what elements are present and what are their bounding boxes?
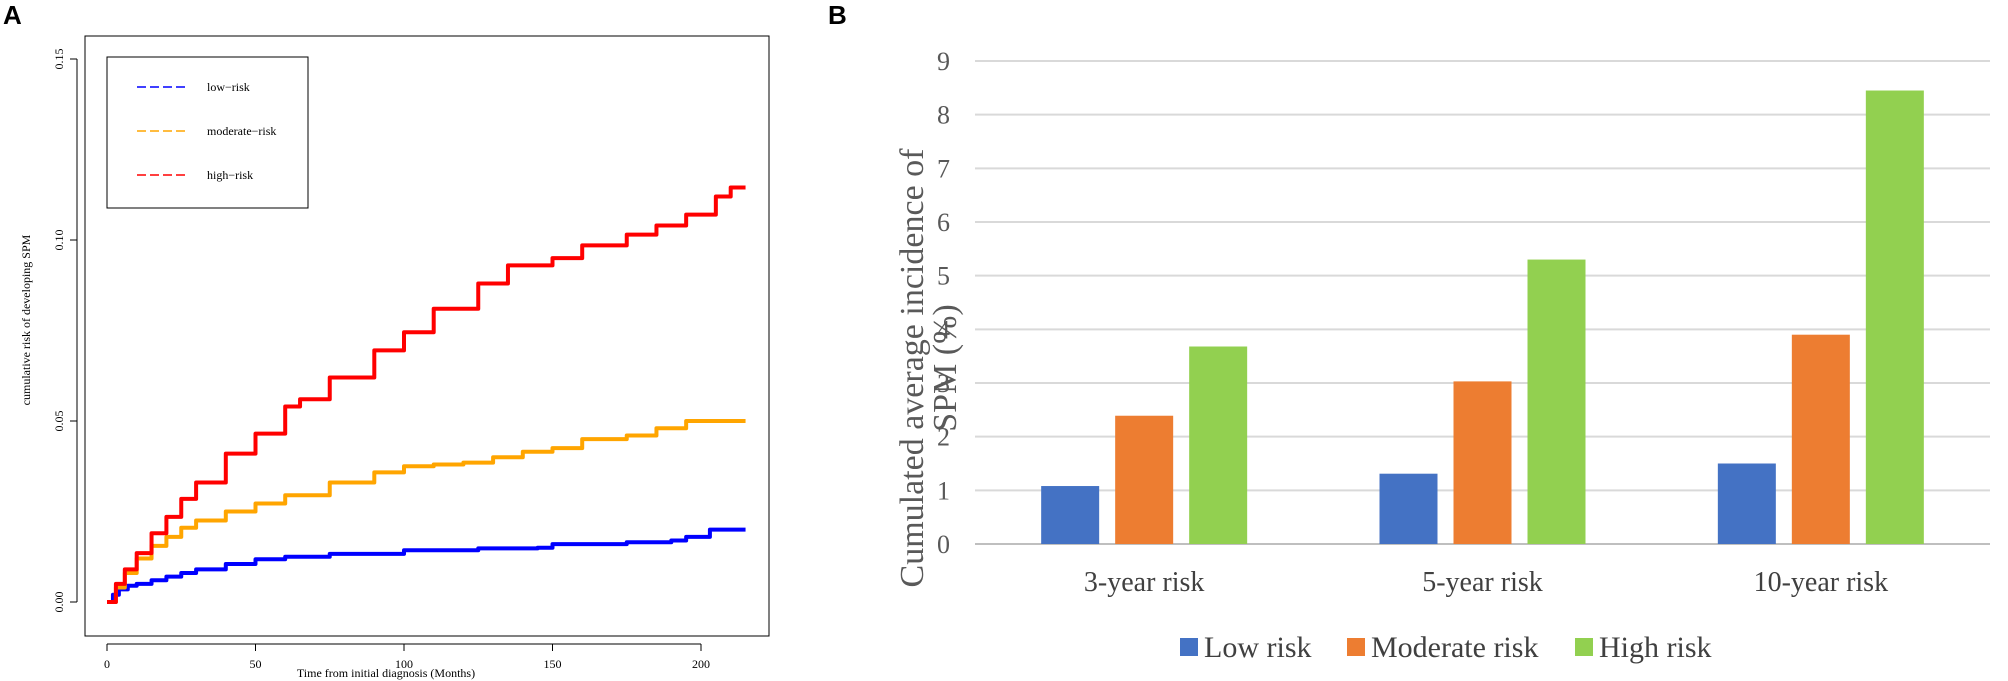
legend-b-swatch: [1347, 638, 1365, 656]
bar-moderate-risk: [1791, 334, 1850, 544]
panel-b-letter: B: [828, 0, 847, 30]
legend-a-label: moderate−risk: [207, 124, 276, 138]
x-tick-label-a: 150: [544, 657, 562, 671]
bar-low-risk: [1379, 473, 1438, 544]
y-tick-label-a: 0.05: [52, 411, 66, 432]
y-tick-label-b: 7: [937, 154, 950, 183]
y-tick-label-a: 0.10: [52, 230, 66, 251]
y-axis-label-b-line1: Cumulated average incidence of: [894, 148, 931, 588]
bar-high-risk: [1527, 259, 1586, 544]
legend-b-label: Low risk: [1204, 631, 1312, 664]
series-line-low-risk: [107, 527, 746, 604]
category-label-b: 10-year risk: [1754, 567, 1889, 598]
x-axis-b: 3-year risk 5-year risk 10-year risk: [1084, 567, 1888, 598]
panel-a-letter: A: [3, 0, 22, 30]
x-tick-label-a: 50: [250, 657, 262, 671]
series-line-moderate-risk: [107, 419, 746, 604]
bar-high-risk: [1865, 90, 1924, 545]
y-axis-b: 0 1 2 3 4 5 6 7 8 9: [937, 47, 950, 559]
y-axis-a: 0.00 0.05 0.10 0.15: [52, 49, 78, 613]
y-tick-label-b: 1: [937, 476, 950, 505]
y-tick-label-b: 3: [937, 369, 950, 398]
x-tick-label-a: 200: [692, 657, 710, 671]
x-axis-a: 0 50 100 150 200: [104, 643, 710, 671]
y-axis-label-a: cumulative risk of developing SPM: [19, 234, 33, 405]
y-tick-label-a: 0.00: [52, 592, 66, 613]
y-tick-label-b: 4: [937, 315, 950, 344]
legend-a: low−risk moderate−risk high−risk: [106, 56, 309, 209]
y-tick-label-a: 0.15: [52, 49, 66, 70]
series-group-a: [107, 185, 746, 604]
legend-b-label: Moderate risk: [1371, 631, 1538, 664]
x-axis-label-a: Time from initial diagnosis (Months): [297, 666, 475, 680]
legend-a-label: high−risk: [207, 168, 253, 182]
category-label-b: 3-year risk: [1084, 567, 1205, 598]
legend-b-swatch: [1180, 638, 1198, 656]
x-tick-label-a: 0: [104, 657, 110, 671]
bar-moderate-risk: [1115, 415, 1174, 544]
y-tick-label-b: 0: [937, 530, 950, 559]
series-line-high-risk: [107, 185, 746, 604]
legend-a-label: low−risk: [207, 80, 250, 94]
legend-a-box: [106, 56, 309, 209]
legend-b: Low risk Moderate risk High risk: [1180, 631, 1712, 664]
bar-moderate-risk: [1453, 381, 1512, 544]
panel-a-line-chart: 0 50 100 150 200 0.00 0.05 0.10 0.15 Time from …: [19, 35, 770, 680]
bar-low-risk: [1717, 463, 1776, 544]
y-tick-label-b: 5: [937, 262, 950, 291]
panel-b-bar-chart: 0 1 2 3 4 5 6 7 8 9 3-year risk 5-year risk 10-year…: [894, 47, 1990, 664]
legend-b-label: High risk: [1599, 631, 1712, 664]
y-tick-label-b: 9: [937, 47, 950, 76]
bar-low-risk: [1041, 486, 1100, 544]
category-label-b: 5-year risk: [1422, 567, 1543, 598]
legend-b-swatch: [1575, 638, 1593, 656]
plot-a-frame: [84, 35, 770, 637]
bar-high-risk: [1189, 346, 1248, 544]
y-axis-label-b-line2: SPM (%): [927, 304, 964, 432]
x-tick-label-a: 100: [395, 657, 413, 671]
bars-b: [1041, 90, 1924, 545]
y-tick-label-b: 8: [937, 101, 950, 130]
y-tick-label-b: 2: [937, 423, 950, 452]
y-tick-label-b: 6: [937, 208, 950, 237]
